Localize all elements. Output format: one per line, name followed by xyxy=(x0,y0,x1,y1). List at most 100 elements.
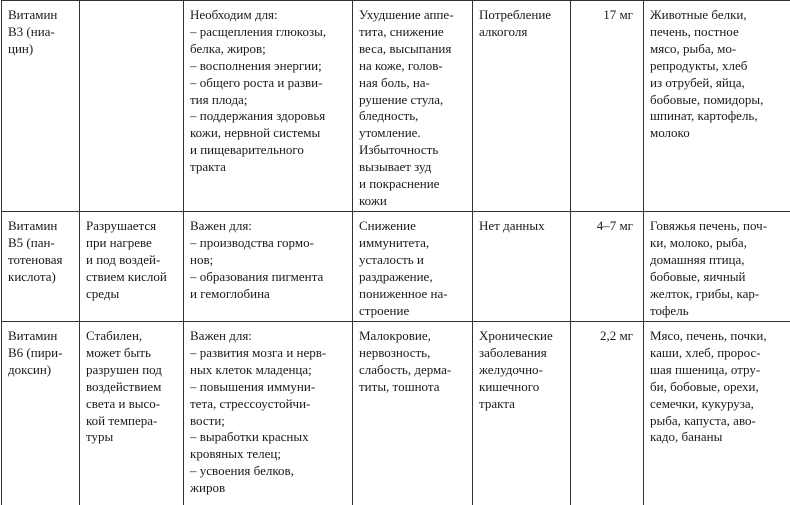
table-cell: Витамин В3 (ниа-цин) xyxy=(1,0,80,212)
cell-line: кишечного xyxy=(479,378,540,394)
cell-line: – повышения иммуни- xyxy=(190,378,316,394)
cell-line: бобовые, яичный xyxy=(650,268,746,284)
cell-line: белка, жиров; xyxy=(190,40,266,56)
cell-line: ных клеток младенца; xyxy=(190,361,312,377)
cell-line: Избыточность xyxy=(359,142,439,158)
cell-line: 4–7 мг xyxy=(596,218,633,233)
table-cell: Витамин В5 (пан-тотеновая кислота) xyxy=(1,211,80,322)
table-cell: Говяжья печень, поч-ки, молоко, рыба, дом… xyxy=(643,211,790,322)
cell-line: тракта xyxy=(479,395,515,411)
table-cell: Разрушается при нагреве и под воздей-ствие… xyxy=(79,211,184,322)
cell-line: воздействием xyxy=(86,378,162,394)
cell-line: тия плода; xyxy=(190,91,248,107)
cell-line: туры xyxy=(86,429,114,445)
cell-line: жиров xyxy=(190,480,226,496)
cell-line: – производства гормо- xyxy=(190,234,314,250)
cell-line: и под воздей- xyxy=(86,251,161,267)
cell-line: рыба, капуста, аво- xyxy=(650,412,756,428)
cell-line: шпинат, картофель, xyxy=(650,108,758,124)
cell-line: – поддержания здоровья xyxy=(190,108,326,124)
table-cell: Мясо, печень, почки, каши, хлеб, пророс-ш… xyxy=(643,321,790,505)
cell-line: вости; xyxy=(190,412,225,428)
cell-line: кой темпера- xyxy=(86,412,158,428)
cell-line: В5 (пан- xyxy=(8,234,55,250)
cell-line: Мясо, печень, почки, xyxy=(650,328,767,343)
table-cell: 17 мг xyxy=(570,0,644,212)
cell-line: домашняя птица, xyxy=(650,251,745,267)
cell-line: Разрушается xyxy=(86,218,157,233)
cell-line: 2,2 мг xyxy=(599,328,633,343)
cell-line: репродукты, хлеб xyxy=(650,57,748,73)
table-cell: Необходим для: – расщепления глюкозы, белк… xyxy=(183,0,353,212)
table-cell: Хронические заболевания желудочно-кишечног… xyxy=(472,321,571,505)
cell-line: из отрубей, яйца, xyxy=(650,74,745,90)
cell-line: Ухудшение аппе- xyxy=(359,7,454,22)
cell-line: строение xyxy=(359,302,410,318)
cell-line: среды xyxy=(86,285,120,301)
cell-line: В3 (ниа- xyxy=(8,23,55,39)
cell-line: Потребление xyxy=(479,7,552,22)
cell-line: и покраснение xyxy=(359,176,440,192)
cell-line: – восполнения энергии; xyxy=(190,57,322,73)
table-cell: Витамин В6 (пири-доксин) xyxy=(1,321,80,505)
table-cell: 4–7 мг xyxy=(570,211,644,322)
cell-line: утомление. xyxy=(359,125,421,141)
cell-line: би, бобовые, орехи, xyxy=(650,378,759,394)
cell-line: и пищеварительного xyxy=(190,142,304,158)
cell-line: кожи, нервной системы xyxy=(190,125,321,141)
cell-line: иммунитета, xyxy=(359,234,430,250)
cell-line: печень, постное xyxy=(650,23,739,39)
cell-line: Говяжья печень, поч- xyxy=(650,218,768,233)
cell-line: нервозность, xyxy=(359,344,431,360)
cell-line: бобовые, помидоры, xyxy=(650,91,764,107)
cell-line: тофель xyxy=(650,302,689,318)
cell-line: тета, стрессоустойчи- xyxy=(190,395,311,411)
cell-line: каши, хлеб, пророс- xyxy=(650,344,761,360)
cell-line: – образования пигмента xyxy=(190,268,324,284)
table-cell: Важен для: – развития мозга и нерв-ных кл… xyxy=(183,321,353,505)
cell-line: нов; xyxy=(190,251,214,267)
cell-line: тотеновая xyxy=(8,251,63,267)
cell-line: молоко xyxy=(650,125,690,141)
table-cell: Потребление алкоголя xyxy=(472,0,571,212)
cell-line: 17 мг xyxy=(603,7,633,22)
cell-line: – расщепления глюкозы, xyxy=(190,23,327,39)
cell-line: титы, тошнота xyxy=(359,378,440,394)
cell-line: – выработки красных xyxy=(190,429,309,445)
cell-line: тракта xyxy=(190,159,226,175)
table-row: Витамин В3 (ниа-цин) Необходим для: – расще… xyxy=(1,0,790,212)
cell-line: Важен для: xyxy=(190,328,252,343)
cell-line: ная боль, на- xyxy=(359,74,430,90)
cell-line: Важен для: xyxy=(190,218,252,233)
cell-line: – общего роста и разви- xyxy=(190,74,323,90)
cell-line: разрушен под xyxy=(86,361,162,377)
cell-line: – развития мозга и нерв- xyxy=(190,344,327,360)
cell-line: и гемоглобина xyxy=(190,285,270,301)
cell-line: усталость и xyxy=(359,251,424,267)
cell-line: света и высо- xyxy=(86,395,161,411)
cell-line: пониженное на- xyxy=(359,285,448,301)
cell-line: слабость, дерма- xyxy=(359,361,452,377)
cell-line: Животные белки, xyxy=(650,7,747,22)
cell-line: заболевания xyxy=(479,344,547,360)
table-row: Витамин В6 (пири-доксин) Стабилен, может бы… xyxy=(1,321,790,505)
cell-line: бледность, xyxy=(359,108,419,124)
cell-line: Стабилен, xyxy=(86,328,143,343)
cell-line: Хронические xyxy=(479,328,553,343)
cell-line: кровяных телец; xyxy=(190,446,281,462)
table-cell: 2,2 мг xyxy=(570,321,644,505)
table-cell: Снижение иммунитета, усталость и раздражени… xyxy=(352,211,473,322)
cell-line: алкоголя xyxy=(479,23,528,39)
cell-line: кожи xyxy=(359,192,387,208)
cell-line: Витамин xyxy=(8,218,58,233)
cell-line: Витамин xyxy=(8,7,58,22)
table-cell xyxy=(79,0,184,212)
table-cell: Нет данных xyxy=(472,211,571,322)
cell-line: ствием кислой xyxy=(86,268,167,284)
cell-line: желудочно- xyxy=(479,361,543,377)
cell-line: раздражение, xyxy=(359,268,433,284)
cell-line: ки, молоко, рыба, xyxy=(650,234,747,250)
